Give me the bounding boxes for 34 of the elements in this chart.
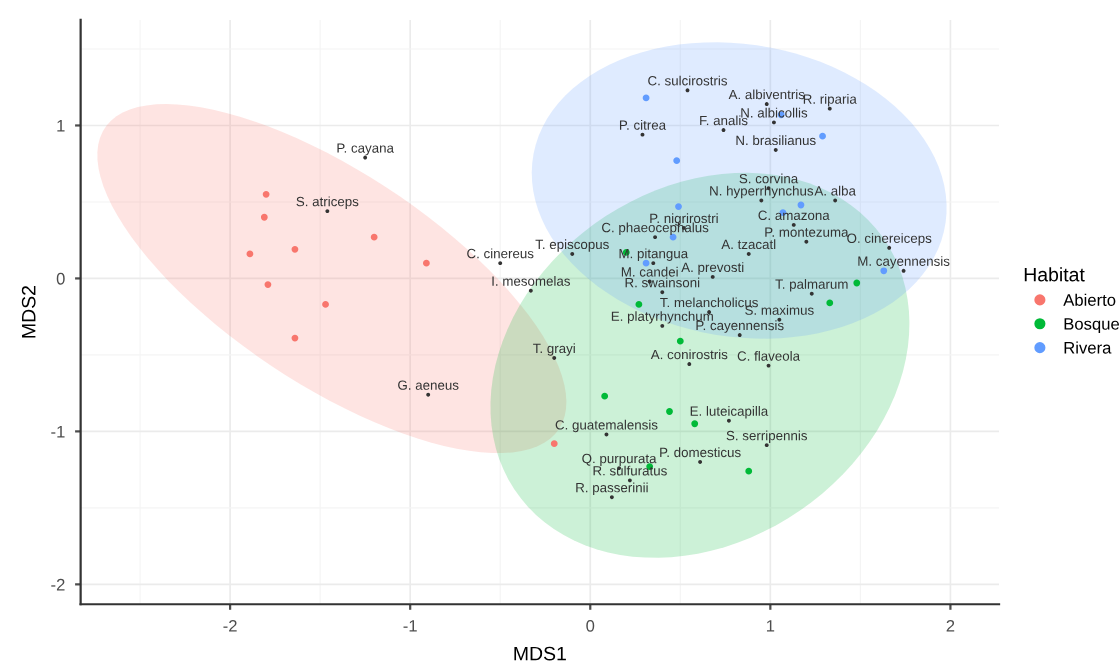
point [635,301,643,308]
point [322,301,329,308]
point [260,213,268,221]
point [826,299,834,307]
legend-label: Abierto [1063,293,1116,306]
x-tick-label: -2 [223,619,237,632]
y-tick-label: 1 [57,120,65,132]
point [675,203,682,210]
point [264,281,272,288]
point [819,132,826,140]
point [745,467,753,475]
point [422,259,430,267]
x-tick-label: 0 [586,619,595,632]
point [666,408,673,415]
point [673,157,681,165]
legend-label: Bosque [1064,318,1120,334]
y-tick-label: -2 [51,578,65,591]
point [676,337,684,345]
x-tick-label: 2 [946,619,955,632]
point [291,245,299,253]
x-tick-label: -1 [403,620,417,632]
x-tick-label: 1 [766,620,775,632]
point [601,392,609,400]
y-tick-label: 0 [56,272,65,285]
point [691,420,699,428]
legend-label: Rivera [1064,341,1112,354]
point [853,279,861,287]
point [370,233,378,241]
point [262,190,270,198]
x-axis-title: MDS1 [514,646,566,661]
y-tick-label: -1 [51,425,65,438]
point [550,440,558,448]
y-axis-title: MDS2 [21,286,36,338]
legend-title: Habitat [1024,267,1085,282]
